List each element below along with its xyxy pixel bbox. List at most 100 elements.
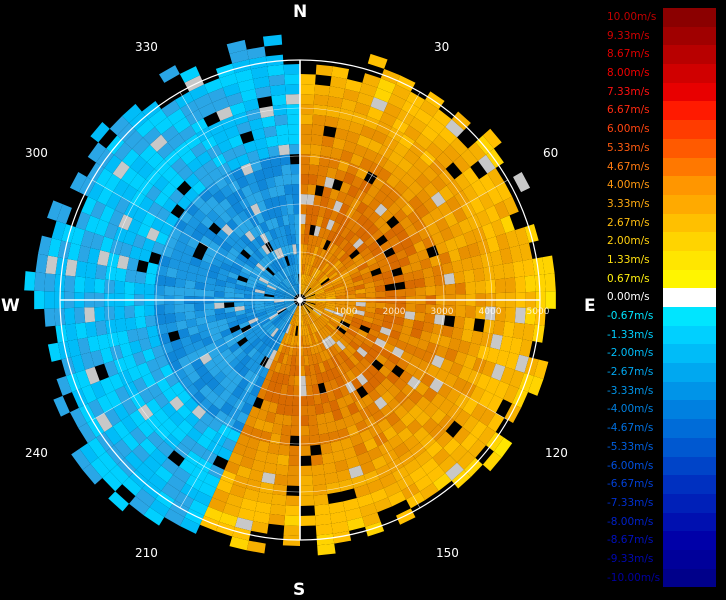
velocity-bin: [305, 335, 310, 346]
velocity-bin: [187, 216, 201, 230]
velocity-bin: [374, 307, 386, 315]
legend-swatch: [663, 232, 716, 251]
velocity-bin: [300, 204, 307, 215]
legend-label: -2.00m/s: [607, 347, 654, 360]
velocity-bin: [351, 175, 364, 189]
velocity-bin: [281, 332, 288, 344]
velocity-bin: [142, 237, 156, 252]
velocity-bin: [220, 184, 234, 199]
velocity-bin: [136, 119, 155, 138]
velocity-bin: [226, 157, 241, 172]
velocity-bin: [154, 191, 170, 208]
legend-swatch: [663, 120, 716, 139]
velocity-bin: [469, 197, 486, 215]
velocity-bin: [212, 396, 226, 411]
velocity-bin: [71, 388, 88, 408]
velocity-bin: [284, 294, 295, 299]
velocity-bin: [224, 286, 236, 294]
velocity-bin: [504, 277, 516, 293]
velocity-bin: [375, 291, 386, 298]
radar-plot[interactable]: 1000 2000 3000 4000 5000: [0, 0, 606, 600]
velocity-bin: [312, 256, 319, 268]
velocity-bin: [195, 346, 209, 358]
velocity-bin: [320, 217, 330, 229]
velocity-bin: [315, 302, 326, 307]
velocity-bin: [275, 290, 286, 296]
velocity-bin: [184, 303, 195, 313]
velocity-bin: [289, 144, 300, 155]
velocity-bin: [265, 452, 279, 465]
velocity-bin: [340, 98, 357, 112]
velocity-bin: [284, 301, 295, 305]
velocity-bins: [24, 34, 556, 556]
velocity-bin: [461, 202, 477, 219]
velocity-bin: [430, 191, 446, 208]
velocity-bin: [156, 264, 169, 277]
velocity-bin: [237, 377, 250, 390]
velocity-bin: [207, 464, 225, 480]
velocity-bin: [155, 354, 169, 369]
velocity-bin: [371, 229, 384, 241]
velocity-bin: [377, 167, 392, 182]
velocity-bin: [322, 401, 332, 414]
velocity-bin: [112, 179, 130, 197]
velocity-bin: [168, 257, 181, 270]
velocity-bin: [229, 266, 241, 276]
velocity-bin: [269, 155, 282, 167]
velocity-bin: [303, 287, 311, 296]
velocity-bin: [455, 305, 466, 318]
velocity-bin: [352, 238, 364, 250]
velocity-bin: [467, 142, 486, 161]
velocity-bin: [416, 249, 430, 262]
velocity-bin: [198, 397, 213, 412]
velocity-bin: [139, 144, 157, 163]
velocity-bin: [146, 262, 159, 275]
velocity-bin: [106, 135, 125, 155]
velocity-bin: [335, 340, 346, 351]
velocity-bin: [465, 281, 476, 295]
velocity-bin: [74, 307, 86, 324]
velocity-bin: [256, 387, 268, 400]
velocity-bin: [154, 392, 170, 409]
velocity-bin: [389, 260, 401, 271]
velocity-bin: [220, 262, 232, 272]
velocity-bin: [154, 304, 165, 316]
velocity-bin: [356, 134, 372, 149]
velocity-bin: [156, 207, 171, 222]
velocity-bin: [259, 430, 272, 443]
velocity-bin: [244, 415, 257, 428]
velocity-bin: [312, 308, 322, 317]
velocity-bin: [349, 340, 360, 351]
legend-swatch: [663, 138, 716, 158]
velocity-bin: [325, 369, 335, 381]
velocity-bin: [301, 305, 305, 316]
velocity-bin: [374, 383, 388, 397]
velocity-bin: [393, 377, 408, 392]
velocity-bin: [419, 482, 439, 501]
velocity-bin: [295, 305, 299, 316]
legend-label: -6.67m/s: [607, 478, 654, 491]
velocity-bin: [273, 206, 283, 218]
velocity-bin: [440, 358, 454, 373]
velocity-bin: [44, 308, 56, 327]
velocity-bin: [414, 474, 433, 492]
velocity-bin: [404, 311, 416, 321]
velocity-bin: [365, 292, 376, 298]
velocity-bin: [164, 373, 179, 388]
velocity-bin: [362, 206, 375, 219]
velocity-bin: [237, 210, 250, 223]
velocity-bin: [332, 200, 344, 213]
velocity-bin: [288, 455, 300, 466]
velocity-bin: [339, 203, 350, 216]
velocity-bin: [371, 343, 384, 354]
velocity-bin: [268, 186, 278, 199]
velocity-bin: [244, 301, 255, 306]
velocity-bin: [332, 387, 344, 400]
velocity-bin: [419, 330, 432, 343]
legend-label: -8.00m/s: [607, 515, 654, 528]
velocity-bin: [141, 212, 157, 228]
velocity-bin: [453, 155, 471, 174]
velocity-bin: [220, 115, 237, 131]
velocity-bin: [263, 390, 274, 402]
velocity-bin: [273, 237, 281, 249]
